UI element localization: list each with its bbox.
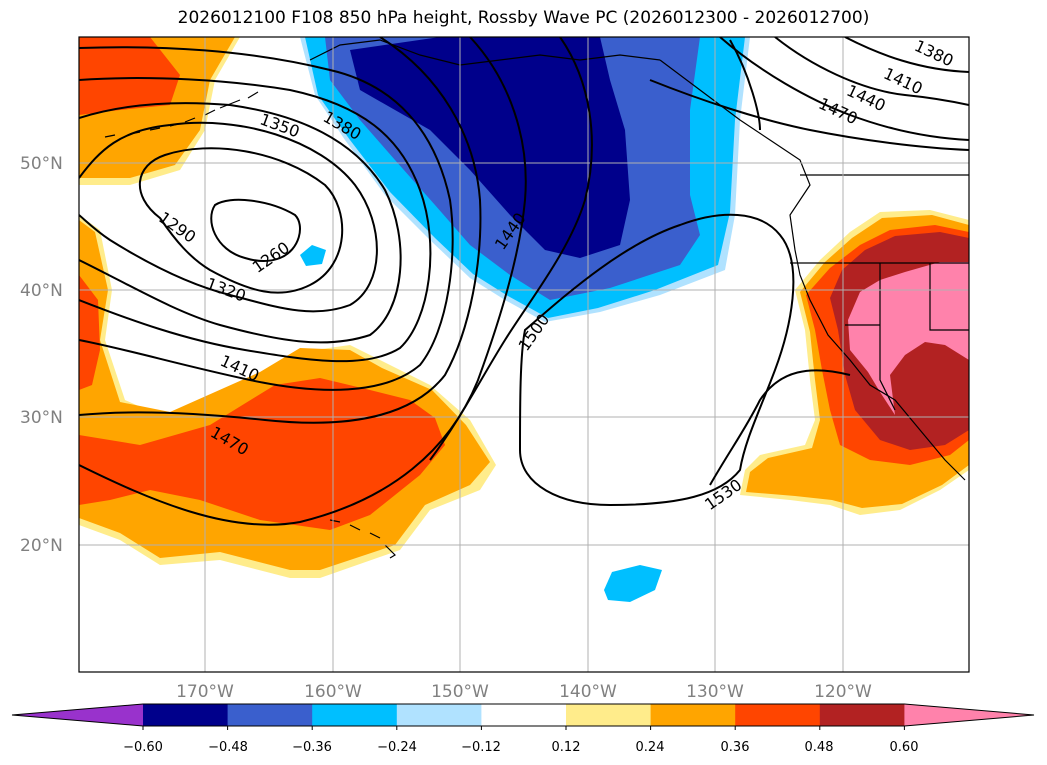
colorbar-tick-label: 0.60 bbox=[890, 740, 919, 755]
contour-1260 bbox=[210, 198, 301, 262]
lat-label: 30°N bbox=[20, 408, 63, 428]
colorbar-tick-label: −0.36 bbox=[292, 740, 332, 755]
contour-1500 bbox=[429, 37, 593, 461]
colorbar-tick-label: −0.12 bbox=[461, 740, 501, 755]
contour-1350 bbox=[79, 102, 402, 344]
colorbar-tick-label: 0.24 bbox=[636, 740, 665, 755]
colorbar-tick-label: 0.36 bbox=[721, 740, 750, 755]
colorbar-segment bbox=[481, 704, 567, 726]
positive-anomaly-northwest-red bbox=[79, 37, 180, 115]
colorbar-tick-label: −0.60 bbox=[123, 740, 163, 755]
map-plot-area: 1260 1290 1320 1350 1380 1410 1440 1470 … bbox=[79, 37, 969, 672]
colorbar-segment bbox=[396, 704, 482, 726]
hawaiian-islands bbox=[329, 519, 396, 559]
colorbar-tick-label: 0.12 bbox=[552, 740, 581, 755]
lat-label: 20°N bbox=[20, 536, 63, 556]
negative-anomaly-small-hawaii bbox=[604, 565, 662, 602]
lon-label: 130°W bbox=[686, 682, 744, 702]
lon-label: 120°W bbox=[814, 682, 872, 702]
contour-1380 bbox=[79, 77, 432, 363]
positive-anomaly-central-red bbox=[79, 275, 445, 530]
lon-label: 170°W bbox=[176, 682, 234, 702]
colorbar-segment bbox=[227, 704, 313, 726]
contour-1440-ne bbox=[719, 37, 969, 141]
colorbar-tick-label: −0.24 bbox=[377, 740, 417, 755]
colorbar-segment bbox=[143, 704, 229, 726]
longitude-labels: 170°W 160°W 150°W 140°W 130°W 120°W bbox=[176, 682, 872, 702]
contour-1410 bbox=[79, 46, 454, 391]
map-frame bbox=[78, 36, 970, 673]
lon-label: 160°W bbox=[304, 682, 362, 702]
lat-label: 50°N bbox=[20, 154, 63, 174]
contour-1530 bbox=[518, 213, 795, 507]
colorbar-tick-labels: −0.60 −0.48 −0.36 −0.24 −0.12 0.12 0.24 … bbox=[123, 740, 918, 755]
north-america-coastline bbox=[659, 59, 966, 481]
alaska-coastline bbox=[309, 39, 661, 66]
colorbar-segment bbox=[735, 704, 821, 726]
colorbar-extend-max bbox=[904, 704, 1034, 726]
colorbar-tick-label: 0.48 bbox=[805, 740, 834, 755]
lat-label: 40°N bbox=[20, 281, 63, 301]
colorbar-segment bbox=[566, 704, 652, 726]
contour-1530-branch bbox=[709, 369, 851, 486]
positive-anomaly-us-pink bbox=[848, 262, 969, 415]
contour-1440 bbox=[79, 37, 482, 424]
contour-1410-ne bbox=[774, 37, 969, 106]
lon-label: 150°W bbox=[431, 682, 489, 702]
colorbar-segment bbox=[819, 704, 905, 726]
graticule bbox=[79, 37, 969, 672]
colorbar-segment bbox=[650, 704, 736, 726]
contour-1320 bbox=[79, 121, 378, 313]
figure-title: 2026012100 F108 850 hPa height, Rossby W… bbox=[177, 8, 870, 28]
us-state-borders bbox=[790, 262, 969, 411]
colorbar bbox=[11, 703, 1035, 730]
negative-anomaly-navy bbox=[350, 37, 630, 258]
latitude-labels: 50°N 40°N 30°N 20°N bbox=[20, 154, 63, 556]
height-contours bbox=[79, 37, 969, 526]
contour-1470-ne bbox=[649, 79, 969, 151]
lon-label: 140°W bbox=[559, 682, 617, 702]
colorbar-tick-label: −0.48 bbox=[208, 740, 248, 755]
contour-1290 bbox=[139, 147, 344, 294]
contour-1380-ne bbox=[844, 37, 969, 73]
negative-anomaly-small-west bbox=[300, 245, 326, 266]
colorbar-extend-min bbox=[12, 704, 143, 726]
colorbar-segment bbox=[312, 704, 398, 726]
